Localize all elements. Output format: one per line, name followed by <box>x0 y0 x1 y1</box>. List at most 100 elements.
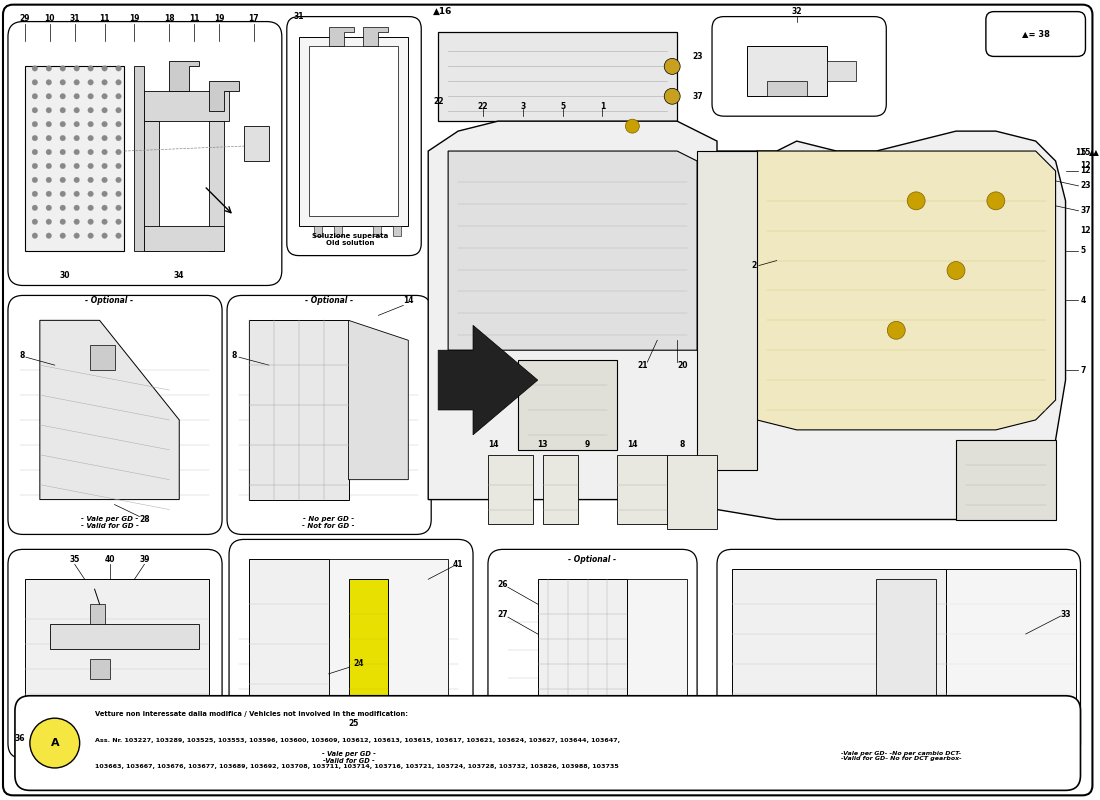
Circle shape <box>46 233 52 238</box>
Circle shape <box>947 262 965 279</box>
Circle shape <box>46 191 52 197</box>
FancyBboxPatch shape <box>229 539 473 758</box>
Circle shape <box>59 163 66 169</box>
Polygon shape <box>542 454 578 525</box>
Circle shape <box>987 192 1004 210</box>
Text: 7: 7 <box>1080 366 1086 374</box>
Circle shape <box>88 150 94 155</box>
Polygon shape <box>438 326 538 435</box>
Circle shape <box>46 66 52 71</box>
Polygon shape <box>732 570 946 738</box>
Circle shape <box>102 233 108 238</box>
Circle shape <box>102 163 108 169</box>
Circle shape <box>74 163 79 169</box>
FancyBboxPatch shape <box>15 696 1080 790</box>
Circle shape <box>88 94 94 99</box>
Text: 9: 9 <box>585 440 591 450</box>
Circle shape <box>116 177 121 182</box>
Circle shape <box>46 205 52 210</box>
Circle shape <box>74 177 79 182</box>
Polygon shape <box>314 226 321 236</box>
Text: - Vale per GD -
-Valid for GD -: - Vale per GD - -Valid for GD - <box>321 750 375 763</box>
Polygon shape <box>249 559 329 738</box>
Text: -Vale per GD- -No per cambio DCT-
-Valid for GD- No for DCT gearbox-: -Vale per GD- -No per cambio DCT- -Valid… <box>840 750 961 762</box>
Text: 22: 22 <box>433 97 443 106</box>
Circle shape <box>88 135 94 141</box>
Circle shape <box>116 191 121 197</box>
FancyBboxPatch shape <box>227 295 431 534</box>
Text: - Optional -: - Optional - <box>86 296 133 305</box>
Circle shape <box>116 233 121 238</box>
Text: 5: 5 <box>1080 246 1086 255</box>
Circle shape <box>102 150 108 155</box>
Polygon shape <box>363 26 388 46</box>
Polygon shape <box>518 360 617 450</box>
Circle shape <box>664 58 680 74</box>
Circle shape <box>32 163 37 169</box>
Text: ▲16: ▲16 <box>433 7 452 16</box>
Text: Soluzione superata
Old solution: Soluzione superata Old solution <box>312 233 388 246</box>
Text: 14: 14 <box>627 440 638 450</box>
Text: 31: 31 <box>69 14 80 23</box>
Polygon shape <box>209 82 239 111</box>
Polygon shape <box>438 31 678 121</box>
Polygon shape <box>747 46 826 96</box>
Polygon shape <box>373 226 382 236</box>
Polygon shape <box>309 46 398 216</box>
Polygon shape <box>25 66 124 250</box>
FancyBboxPatch shape <box>8 550 222 758</box>
Circle shape <box>59 107 66 113</box>
Circle shape <box>74 66 79 71</box>
Circle shape <box>46 177 52 182</box>
Circle shape <box>664 88 680 104</box>
Circle shape <box>116 150 121 155</box>
Circle shape <box>102 94 108 99</box>
Circle shape <box>88 66 94 71</box>
Polygon shape <box>697 151 757 470</box>
Polygon shape <box>538 579 627 729</box>
Text: 32: 32 <box>791 7 802 16</box>
Text: 1: 1 <box>600 102 605 110</box>
Circle shape <box>102 66 108 71</box>
Circle shape <box>32 177 37 182</box>
Text: 40: 40 <box>104 555 114 564</box>
Circle shape <box>116 163 121 169</box>
Circle shape <box>32 107 37 113</box>
Circle shape <box>88 177 94 182</box>
Text: 26: 26 <box>497 580 508 589</box>
Circle shape <box>74 94 79 99</box>
Circle shape <box>59 177 66 182</box>
Circle shape <box>116 122 121 127</box>
Circle shape <box>32 150 37 155</box>
Text: 23: 23 <box>692 52 703 61</box>
Circle shape <box>59 66 66 71</box>
FancyBboxPatch shape <box>986 12 1086 57</box>
Polygon shape <box>394 226 402 236</box>
Text: 8: 8 <box>231 350 236 360</box>
Text: 19: 19 <box>129 14 140 23</box>
Text: 14: 14 <box>487 440 498 450</box>
Text: 29: 29 <box>20 14 30 23</box>
Circle shape <box>74 150 79 155</box>
Circle shape <box>88 107 94 113</box>
Text: 27: 27 <box>497 610 508 618</box>
Circle shape <box>116 79 121 85</box>
Circle shape <box>626 119 639 133</box>
Polygon shape <box>144 226 224 250</box>
Circle shape <box>102 135 108 141</box>
Circle shape <box>116 107 121 113</box>
Text: 24: 24 <box>353 659 364 668</box>
FancyBboxPatch shape <box>488 550 697 758</box>
Polygon shape <box>89 659 110 679</box>
Circle shape <box>74 219 79 225</box>
Polygon shape <box>89 346 114 370</box>
Circle shape <box>88 79 94 85</box>
Text: 34: 34 <box>174 271 185 280</box>
Circle shape <box>116 205 121 210</box>
Polygon shape <box>249 320 349 499</box>
Polygon shape <box>877 579 936 729</box>
Circle shape <box>46 135 52 141</box>
Circle shape <box>59 135 66 141</box>
Circle shape <box>116 219 121 225</box>
FancyBboxPatch shape <box>717 550 1080 758</box>
